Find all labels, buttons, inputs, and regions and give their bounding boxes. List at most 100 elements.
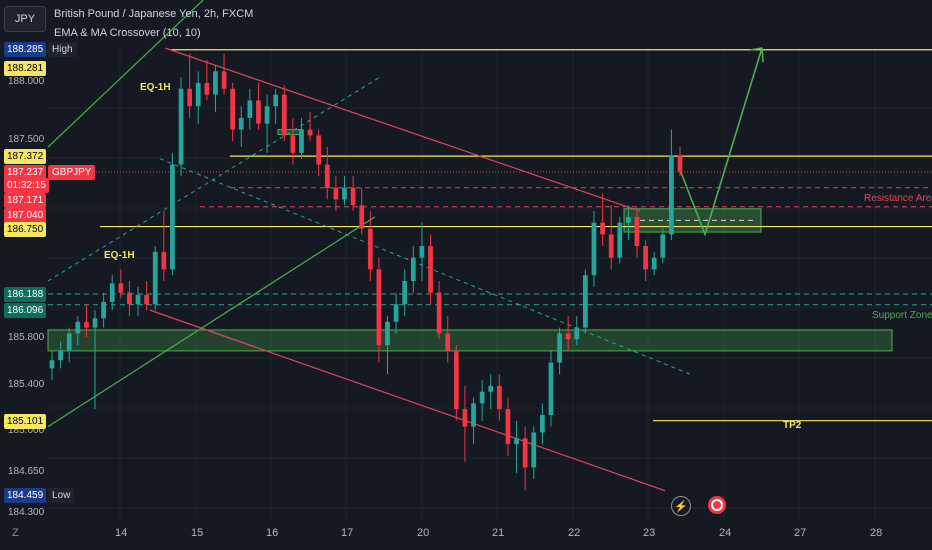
candle-body: [643, 246, 648, 270]
time-tick-label: 22: [568, 527, 581, 539]
candle-body: [342, 187, 347, 200]
time-tick-label: 17: [341, 527, 354, 539]
candle-body: [144, 294, 149, 305]
candle-body: [385, 321, 390, 346]
price-label-tag: 188.281: [4, 60, 47, 76]
candle-body: [428, 246, 433, 293]
candle-body: [634, 216, 640, 247]
candle-body: [66, 333, 72, 351]
price-label-tag: 186.188: [4, 287, 47, 303]
candle-body: [393, 304, 399, 322]
resistance-area-label: Resistance Area: [864, 193, 932, 204]
candle-body: [281, 94, 287, 136]
candle-body: [101, 301, 106, 319]
descending-lower-line: [149, 309, 666, 492]
price-label-tag: 187.040: [4, 207, 47, 223]
candle-body: [574, 327, 580, 340]
price-tick-label: 188.000: [8, 75, 45, 87]
time-tick-label: 15: [191, 527, 204, 539]
price-tick-label: 187.500: [8, 134, 45, 146]
price-label-suffix: Low: [48, 488, 75, 504]
candle-body: [402, 281, 408, 305]
channel-mid-dashed: [47, 76, 381, 282]
candle-body: [531, 432, 537, 468]
candle-body: [436, 292, 442, 334]
eq-top-label: EQ-1H: [140, 82, 171, 93]
candle-body: [273, 94, 279, 107]
candle-body: [479, 391, 485, 404]
candle-body: [204, 82, 210, 95]
candle-body: [170, 164, 175, 270]
chart-header: JPY British Pound / Japanese Yen, 2h, FX…: [0, 0, 300, 48]
candle-body: [161, 251, 167, 270]
candle-body: [522, 438, 528, 468]
chart-title: British Pound / Japanese Yen, 2h, FXCM: [54, 8, 254, 20]
candle-body: [660, 234, 666, 258]
channel-lower-line: [47, 216, 376, 428]
price-label-tag: 01:32:15: [4, 177, 49, 193]
time-tick-label: 21: [492, 527, 505, 539]
candle-body: [135, 294, 141, 305]
eq-bottom-label: EQ-1H: [104, 250, 135, 261]
price-label-tag: 186.096: [4, 303, 47, 319]
candle-body: [187, 88, 193, 107]
candle-body: [410, 257, 416, 281]
projection-path: [677, 47, 763, 237]
candle-body: [230, 88, 236, 130]
candle-body: [565, 333, 571, 340]
price-label-tag: 187.372: [4, 149, 47, 165]
time-tick-label: 27: [794, 527, 807, 539]
time-tick-label: 23: [643, 527, 656, 539]
price-tick-label: 185.400: [8, 378, 45, 390]
candle-body: [290, 135, 296, 153]
candle-body: [238, 117, 244, 130]
candle-body: [75, 321, 81, 334]
candle-body: [453, 350, 459, 410]
candle-body: [677, 155, 683, 172]
small-zone-rect: [277, 129, 303, 136]
lightning-icon[interactable]: ⚡: [671, 496, 691, 516]
candle-body: [445, 333, 451, 351]
time-tick-label: 16: [266, 527, 279, 539]
candle-body: [591, 222, 597, 276]
z-button[interactable]: Z: [12, 527, 19, 539]
price-label-tag: 187.237: [4, 164, 47, 180]
candle-body: [324, 164, 330, 188]
candle-body: [49, 360, 55, 369]
descending-upper-line: [164, 47, 641, 212]
time-tick-label: 28: [870, 527, 883, 539]
candle-body: [462, 409, 468, 427]
candle-body: [488, 385, 494, 392]
candle-body: [350, 187, 356, 206]
price-tick-label: 185.800: [8, 332, 45, 344]
candle-body: [316, 135, 322, 165]
candle-body: [213, 71, 218, 95]
indicator-label[interactable]: EMA & MA Crossover (10, 10): [54, 27, 201, 39]
candle-body: [299, 129, 304, 153]
candle-body: [539, 414, 545, 433]
candle-body: [514, 438, 519, 445]
candle-body: [608, 234, 614, 258]
candle-body: [92, 318, 98, 328]
symbol-box[interactable]: JPY: [4, 6, 46, 32]
candle-body: [651, 257, 657, 270]
price-label-suffix: High: [48, 41, 77, 57]
chart-drawings: [47, 0, 932, 492]
time-tick-label: 24: [719, 527, 732, 539]
candle-body: [247, 100, 253, 118]
candle-body: [359, 205, 365, 229]
price-label-tag: 184.459: [4, 488, 47, 504]
price-label-tag: 187.171: [4, 192, 47, 208]
time-tick-label: 20: [417, 527, 430, 539]
candle-body: [178, 88, 184, 165]
record-icon[interactable]: [708, 496, 726, 514]
price-label-suffix: GBPJPY: [48, 164, 96, 180]
candle-body: [58, 350, 63, 361]
candle-body: [127, 292, 132, 305]
projection-arrowhead: [749, 47, 764, 63]
candle-body: [376, 269, 382, 346]
candlestick-series: [49, 53, 683, 491]
candle-body: [626, 216, 631, 223]
candle-body: [152, 251, 158, 305]
